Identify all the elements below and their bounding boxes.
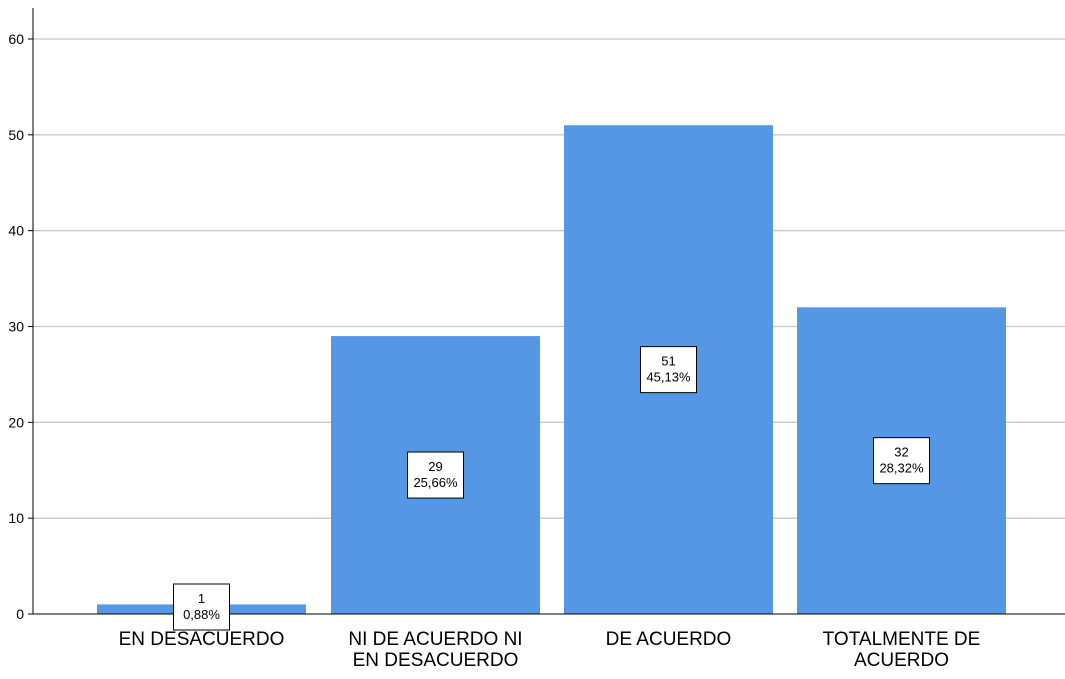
data-label-percent: 25,66% [413,475,458,490]
y-tick-label: 50 [8,127,24,143]
data-label-percent: 0,88% [183,607,220,622]
x-tick-label: NI DE ACUERDO NI [348,629,522,650]
data-label: 10,88% [173,583,230,631]
bars [97,125,1006,614]
data-label-count: 1 [198,591,205,606]
data-label-box [640,346,697,394]
y-tick-label: 0 [16,606,24,622]
data-label-count: 29 [428,459,442,474]
x-tick-label: EN DESACUERDO [119,629,285,650]
y-tick-label: 30 [8,319,24,335]
x-tick-label: ACUERDO [854,650,949,671]
y-tick-label: 60 [8,31,24,47]
x-tick-label: TOTALMENTE DE [823,629,981,650]
y-tick-label: 40 [8,223,24,239]
y-tick-label: 20 [8,414,24,430]
y-tick-labels: 0 10 20 30 40 50 60 [8,31,24,622]
data-label-count: 32 [894,445,908,460]
y-tick-label: 10 [8,510,24,526]
data-label-count: 51 [661,354,675,369]
data-label-percent: 45,13% [646,370,691,385]
data-label-box [873,437,930,485]
data-label-percent: 28,32% [879,461,924,476]
data-label-box [173,583,230,631]
x-tick-label: EN DESACUERDO [353,650,519,671]
x-tick-label: DE ACUERDO [606,629,732,650]
data-label-box [407,451,464,499]
